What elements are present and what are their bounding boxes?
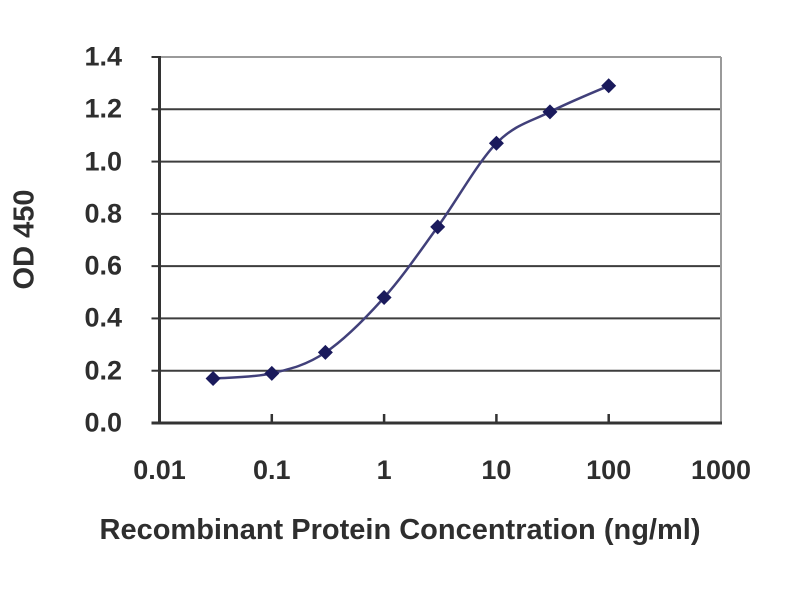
data-point-marker <box>488 135 504 151</box>
y-axis-title: OD 450 <box>8 189 41 290</box>
x-tick-label: 1 <box>376 455 392 485</box>
data-point-marker <box>430 219 446 235</box>
y-tick-label: 1.2 <box>84 93 122 124</box>
y-tick-label: 0.6 <box>84 250 122 281</box>
x-tick-label: 1000 <box>690 455 752 485</box>
y-tick-label: 0.2 <box>84 355 122 386</box>
x-axis-title: Recombinant Protein Concentration (ng/ml… <box>99 514 701 546</box>
y-tick-label: 0.4 <box>84 302 122 333</box>
y-tick-label: 1.4 <box>84 41 122 72</box>
data-point-marker <box>542 104 558 120</box>
y-tick-label: 0.8 <box>84 198 122 229</box>
x-tick-label: 0.01 <box>133 455 186 485</box>
x-tick-label: 0.1 <box>253 455 291 485</box>
x-tick-label: 10 <box>481 455 512 485</box>
data-point-marker <box>264 365 280 381</box>
y-tick-label: 0.0 <box>84 407 122 438</box>
data-point-marker <box>376 290 392 306</box>
series-line <box>212 84 610 380</box>
data-point-marker <box>205 371 221 387</box>
y-tick-label: 1.0 <box>84 146 122 177</box>
x-tick-label: 100 <box>586 455 632 485</box>
data-point-marker <box>317 344 333 360</box>
data-point-marker <box>601 78 617 94</box>
